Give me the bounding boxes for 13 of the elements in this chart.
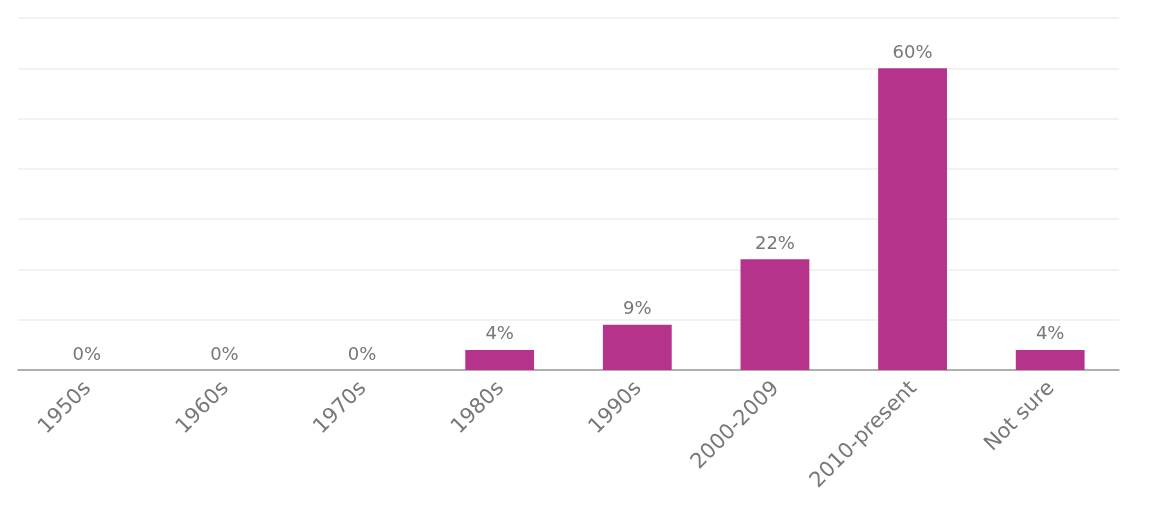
data-label: 22% [754, 231, 795, 253]
data-label: 4% [485, 322, 514, 344]
data-label: 0% [347, 342, 377, 364]
data-label: 4% [1035, 322, 1065, 344]
data-label: 9% [623, 297, 652, 319]
data-label: 0% [210, 342, 239, 364]
bar [878, 68, 947, 370]
data-label: 0% [72, 342, 102, 364]
bar [602, 324, 672, 370]
data-label: 60% [892, 40, 933, 62]
bar [1015, 349, 1085, 370]
bar [740, 259, 810, 370]
bar [465, 349, 535, 370]
